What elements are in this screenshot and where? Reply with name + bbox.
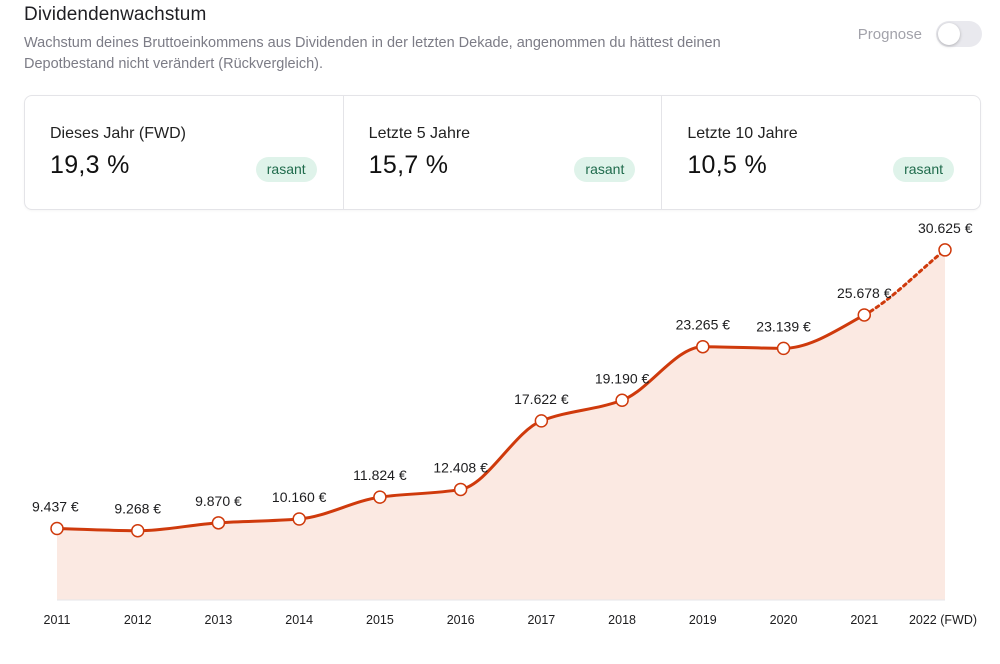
data-point bbox=[857, 308, 872, 322]
x-tick-label: 2015 bbox=[366, 613, 394, 627]
dividend-growth-chart: 9.437 € 9.268 € 9.870 € 10.160 € 11.824 € 12.… bbox=[32, 220, 977, 627]
data-label: 9.870 € bbox=[195, 493, 242, 509]
x-tick-label: 2020 bbox=[770, 613, 798, 627]
data-label: 25.678 € bbox=[837, 285, 892, 301]
data-label: 17.622 € bbox=[514, 391, 569, 407]
toggle-knob bbox=[938, 23, 960, 45]
data-point bbox=[615, 393, 629, 408]
x-tick-label: 2013 bbox=[205, 613, 233, 627]
status-badge: rasant bbox=[893, 157, 955, 182]
data-label: 11.824 € bbox=[353, 467, 407, 483]
data-label: 9.268 € bbox=[114, 501, 161, 517]
data-point bbox=[453, 482, 468, 497]
stat-card-value: 10,5 % bbox=[687, 151, 767, 179]
status-badge: rasant bbox=[574, 157, 636, 182]
stat-card-label: Letzte 10 Jahre bbox=[687, 125, 798, 142]
stat-card-value: 19,3 % bbox=[50, 151, 130, 179]
data-point bbox=[373, 490, 387, 504]
x-tick-label: 2017 bbox=[527, 613, 555, 627]
stat-card-value: 15,7 % bbox=[368, 151, 449, 179]
data-label: 12.408 € bbox=[433, 459, 488, 475]
x-tick-label: 2018 bbox=[608, 613, 636, 627]
data-label: 10.160 € bbox=[272, 489, 327, 505]
x-tick-label: 2022 (FWD) bbox=[909, 613, 977, 627]
stat-card-label: Letzte 5 Jahre bbox=[368, 125, 471, 142]
forecast-toggle-label: Prognose bbox=[857, 25, 922, 43]
x-tick-label: 2012 bbox=[124, 613, 152, 627]
stat-card-this-year: Dieses Jahr (FWD) 19,3 % rasant bbox=[25, 96, 344, 209]
data-point bbox=[130, 523, 145, 538]
data-point bbox=[696, 339, 710, 354]
data-point bbox=[211, 516, 226, 530]
data-label: 23.139 € bbox=[756, 318, 811, 334]
x-tick-label: 2016 bbox=[447, 613, 475, 627]
status-badge: rasant bbox=[255, 157, 317, 182]
forecast-toggle-group: Prognose bbox=[858, 21, 982, 47]
stat-card-10-years: Letzte 10 Jahre 10,5 % rasant bbox=[662, 96, 980, 209]
growth-stats-cards: Dieses Jahr (FWD) 19,3 % rasant Letzte 5… bbox=[24, 95, 981, 210]
forecast-line bbox=[862, 248, 947, 317]
stat-card-5-years: Letzte 5 Jahre 15,7 % rasant bbox=[344, 96, 663, 209]
x-tick-label: 2014 bbox=[285, 613, 313, 627]
forecast-toggle[interactable] bbox=[936, 21, 982, 47]
page-title: Dividendenwachstum bbox=[24, 4, 207, 25]
data-label: 30.625 € bbox=[918, 220, 973, 236]
data-point bbox=[534, 414, 549, 428]
data-label: 9.437 € bbox=[32, 499, 79, 515]
data-point bbox=[50, 521, 64, 536]
data-point bbox=[292, 512, 306, 526]
page-subtitle: Wachstum deines Bruttoeinkommens aus Div… bbox=[24, 35, 721, 72]
data-point bbox=[938, 243, 952, 257]
data-label: 19.190 € bbox=[595, 370, 650, 386]
chart-area-fill bbox=[57, 249, 945, 601]
x-tick-label: 2011 bbox=[44, 613, 71, 627]
x-tick-label: 2021 bbox=[850, 613, 878, 627]
data-label: 23.265 € bbox=[676, 317, 731, 333]
data-point bbox=[776, 341, 791, 356]
x-tick-label: 2019 bbox=[689, 613, 717, 627]
stat-card-label: Dieses Jahr (FWD) bbox=[50, 125, 187, 142]
